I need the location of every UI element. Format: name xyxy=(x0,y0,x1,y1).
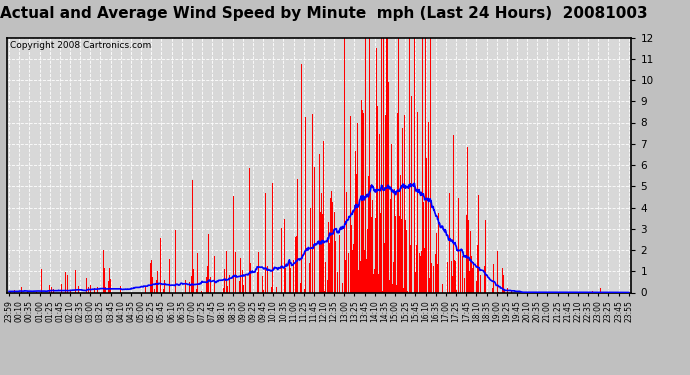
Text: Copyright 2008 Cartronics.com: Copyright 2008 Cartronics.com xyxy=(10,41,151,50)
Text: Actual and Average Wind Speed by Minute  mph (Last 24 Hours)  20081003: Actual and Average Wind Speed by Minute … xyxy=(1,6,648,21)
